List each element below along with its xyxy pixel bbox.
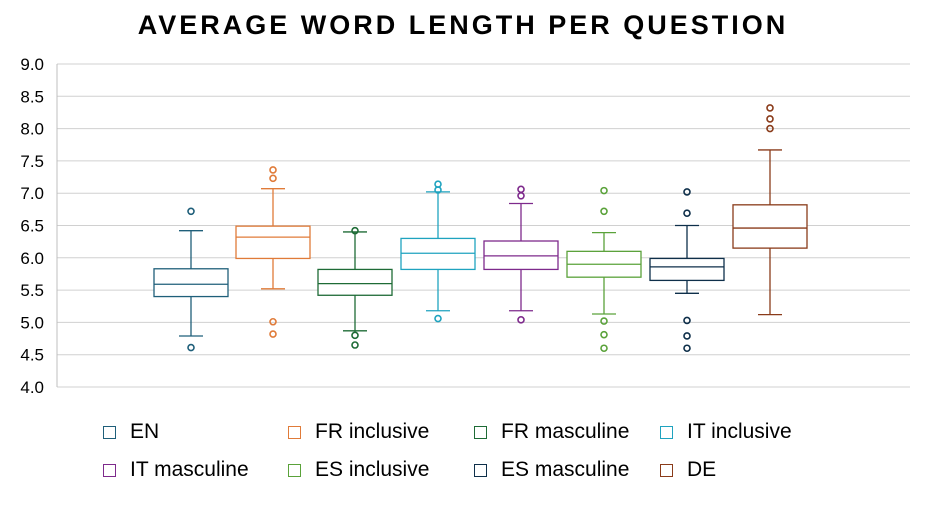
outlier-point xyxy=(683,209,691,218)
outlier-point xyxy=(683,332,691,340)
outlier-point xyxy=(187,343,195,352)
legend-label: ES masculine xyxy=(501,458,630,481)
outlier-point xyxy=(683,188,691,196)
legend-swatch xyxy=(103,425,116,439)
legend-swatch xyxy=(288,425,301,439)
iqr-box xyxy=(732,204,808,249)
outlier-point xyxy=(434,314,442,323)
outlier-point xyxy=(351,341,359,349)
outlier-point xyxy=(600,330,608,339)
outlier-point xyxy=(600,186,608,195)
legend-item: IT masculine xyxy=(103,458,249,482)
y-tick-label: 8.5 xyxy=(20,87,44,106)
iqr-box xyxy=(235,225,311,260)
legend-label: IT inclusive xyxy=(687,420,792,443)
outlier-point xyxy=(517,316,525,324)
legend-label: EN xyxy=(130,420,160,443)
legend-item: FR masculine xyxy=(474,420,629,444)
iqr-box xyxy=(317,268,393,296)
box-plot-chart: 4.0 4.5 5.0 5.5 6.0 6.5 7.0 7.5 8.0 8.5 9.0 xyxy=(20,55,910,397)
outlier-point xyxy=(600,207,608,216)
outlier-point xyxy=(269,317,277,326)
y-axis: 4.0 4.5 5.0 5.5 6.0 6.5 7.0 7.5 8.0 8.5 9.0 xyxy=(20,55,58,397)
y-tick-label: 4.5 xyxy=(20,346,44,365)
outlier-point xyxy=(187,207,195,216)
legend-item: FR inclusive xyxy=(288,420,429,444)
y-tick-label: 5.0 xyxy=(20,313,44,332)
y-tick-label: 7.0 xyxy=(20,184,44,203)
box-fr-inclusive xyxy=(235,166,311,338)
chart-title: AVERAGE WORD LENGTH PER QUESTION xyxy=(137,10,789,40)
outlier-point xyxy=(351,331,359,340)
legend-item: IT inclusive xyxy=(660,420,792,444)
outlier-point xyxy=(683,316,691,325)
iqr-box xyxy=(649,257,725,282)
gridlines xyxy=(57,63,910,388)
box-it-inclusive xyxy=(400,180,476,323)
legend-item: ES masculine xyxy=(474,458,629,482)
outlier-point xyxy=(434,186,442,194)
boxes xyxy=(153,104,808,353)
legend-item: ES inclusive xyxy=(288,458,429,482)
outlier-point xyxy=(766,124,774,133)
outlier-point xyxy=(683,344,691,353)
y-tick-label: 6.0 xyxy=(20,249,44,268)
legend-label: IT masculine xyxy=(130,458,249,481)
outlier-point xyxy=(600,317,608,325)
legend-swatch xyxy=(103,463,116,477)
legend-item: EN xyxy=(103,420,159,444)
legend-swatch xyxy=(660,425,673,439)
legend-label: FR masculine xyxy=(501,420,630,443)
box-de xyxy=(732,104,808,316)
outlier-point xyxy=(766,115,774,123)
y-tick-label: 6.5 xyxy=(20,217,44,236)
box-en xyxy=(153,207,229,352)
box-fr-masculine xyxy=(317,226,393,349)
legend-label: DE xyxy=(687,458,717,481)
legend-label: ES inclusive xyxy=(315,458,430,481)
outlier-point xyxy=(600,344,608,353)
outlier-point xyxy=(517,191,525,200)
y-tick-label: 4.0 xyxy=(20,378,44,397)
outlier-point xyxy=(766,104,774,112)
box-es-inclusive xyxy=(566,186,642,353)
y-tick-label: 8.0 xyxy=(20,120,44,139)
legend-item: DE xyxy=(660,458,716,482)
outlier-point xyxy=(269,166,277,174)
y-tick-label: 9.0 xyxy=(20,55,44,74)
y-tick-label: 5.5 xyxy=(20,281,44,300)
outlier-point xyxy=(517,185,525,194)
legend-swatch xyxy=(288,463,301,477)
box-es-masculine xyxy=(649,188,725,353)
outlier-point xyxy=(351,226,359,235)
y-tick-label: 7.5 xyxy=(20,152,44,171)
legend-swatch xyxy=(474,463,487,477)
box-it-masculine xyxy=(483,185,559,324)
outlier-point xyxy=(269,174,277,183)
legend-swatch xyxy=(474,425,487,439)
legend-swatch xyxy=(660,463,673,477)
iqr-box xyxy=(153,268,229,298)
outlier-point xyxy=(269,330,277,338)
legend-label: FR inclusive xyxy=(315,420,430,443)
